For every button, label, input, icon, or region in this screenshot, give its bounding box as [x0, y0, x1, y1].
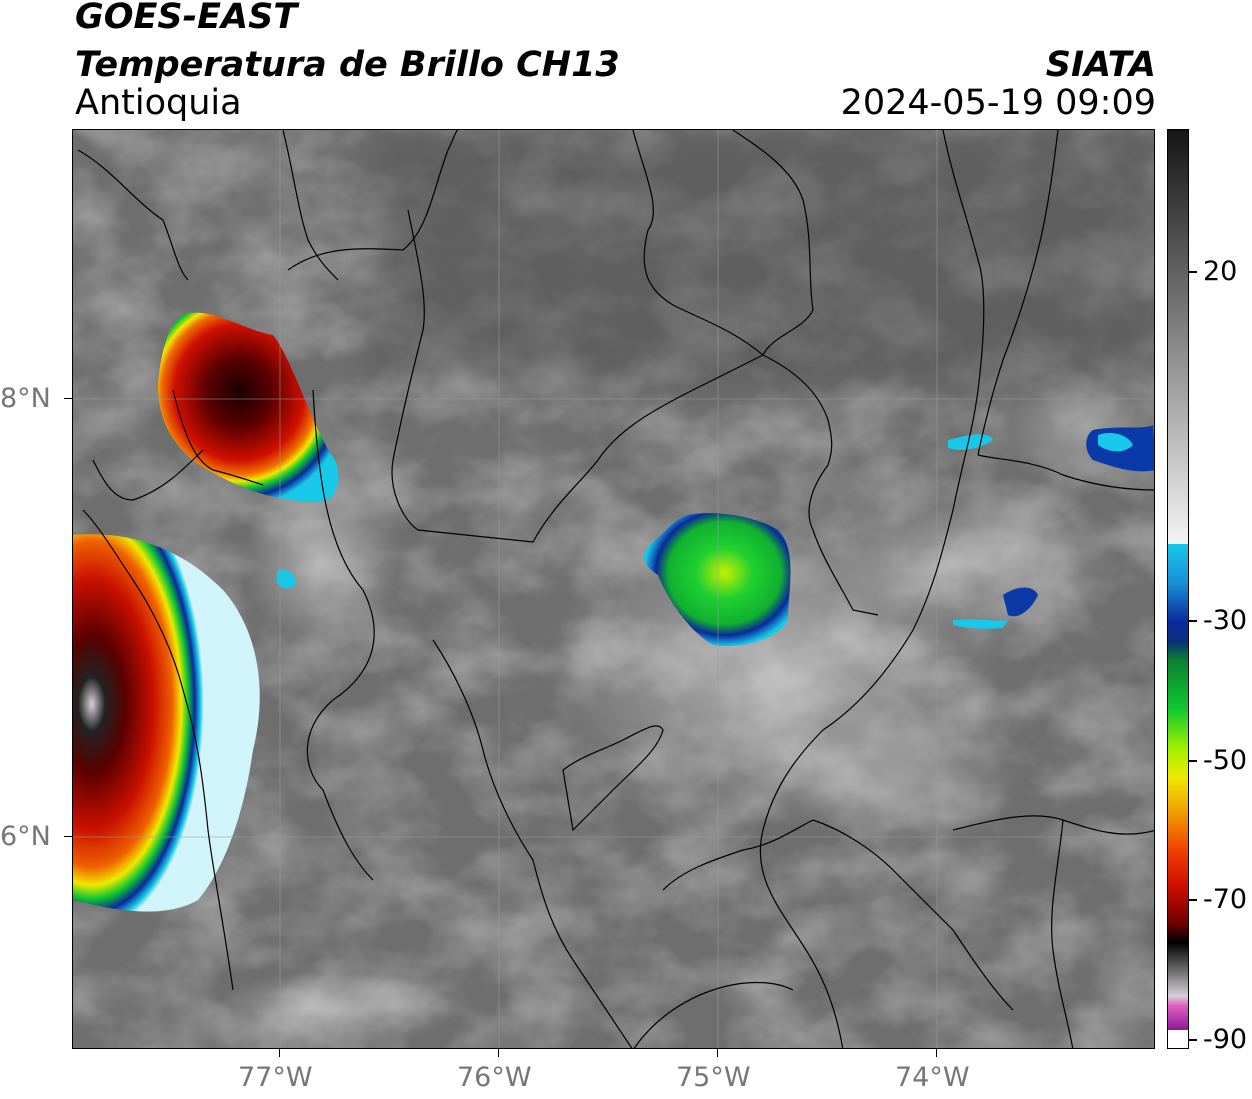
storm-cell-southwest — [73, 534, 260, 912]
colorbar-label-minus90: -90 — [1203, 1024, 1248, 1055]
organization-label: SIATA — [1045, 45, 1156, 85]
colorbar-label-minus30: -30 — [1203, 605, 1248, 636]
storm-cell-central — [643, 513, 791, 647]
lat-label-8: 8°N — [0, 383, 51, 414]
timestamp-label: 2024-05-19 09:09 — [840, 83, 1156, 123]
graticule — [73, 130, 1154, 1048]
colorbar — [1167, 129, 1189, 1049]
boundary-lines — [77, 130, 1154, 1048]
lon-label-74: 74°W — [895, 1062, 970, 1093]
storm-cell-northwest — [158, 312, 339, 503]
lon-label-77: 77°W — [238, 1062, 313, 1093]
product-title: Temperatura de Brillo CH13 — [75, 45, 620, 85]
lat-label-6: 6°N — [0, 821, 51, 852]
lon-label-75: 75°W — [676, 1062, 751, 1093]
colorbar-label-minus70: -70 — [1203, 884, 1248, 915]
lon-label-76: 76°W — [457, 1062, 532, 1093]
region-label: Antioquia — [75, 83, 242, 123]
colorbar-label-20: 20 — [1203, 256, 1238, 287]
colorbar-label-minus50: -50 — [1203, 745, 1248, 776]
satellite-map[interactable] — [72, 129, 1155, 1049]
satellite-title: GOES-EAST — [75, 0, 298, 37]
